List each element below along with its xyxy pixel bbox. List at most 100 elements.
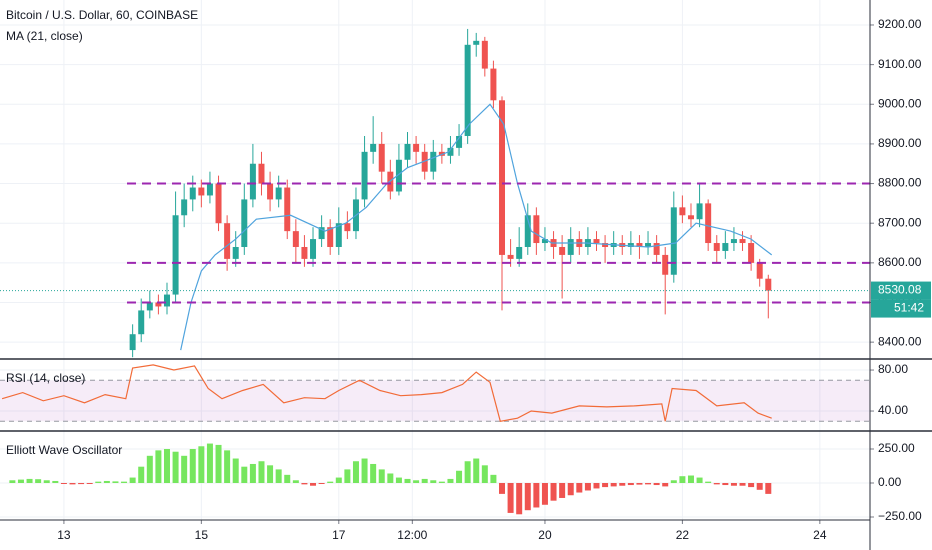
oscillator-bar bbox=[172, 451, 179, 484]
oscillator-bar bbox=[292, 480, 299, 484]
candle-body bbox=[756, 262, 763, 279]
oscillator-bar bbox=[687, 475, 694, 484]
candle-body bbox=[447, 147, 454, 156]
candle-body bbox=[378, 143, 385, 172]
y-tick-label: 9100.00 bbox=[878, 57, 922, 71]
candle-body bbox=[129, 334, 136, 351]
candle-body bbox=[490, 68, 497, 101]
candle-body bbox=[413, 143, 420, 152]
oscillator-bar bbox=[103, 480, 110, 484]
oscillator-bar bbox=[78, 483, 85, 485]
oscillator-bar bbox=[499, 483, 506, 494]
candle-body bbox=[301, 246, 308, 259]
oscillator-bar bbox=[69, 483, 76, 485]
y-tick-label: 80.00 bbox=[878, 362, 908, 376]
oscillator-bar bbox=[730, 483, 737, 486]
candle-body bbox=[481, 40, 488, 69]
rsi-line bbox=[1, 364, 772, 422]
candle-body bbox=[636, 243, 643, 247]
candle-body bbox=[421, 151, 428, 172]
y-tick-label: 250.00 bbox=[878, 441, 915, 455]
candle-body bbox=[722, 243, 729, 251]
oscillator-bar bbox=[138, 466, 145, 484]
oscillator-bar bbox=[404, 478, 411, 484]
oscillator-bar bbox=[310, 483, 317, 486]
candle-body bbox=[541, 239, 548, 244]
candle-body bbox=[713, 243, 720, 251]
oscillator-bar bbox=[516, 483, 523, 515]
candle-body bbox=[730, 239, 737, 244]
candle-body bbox=[370, 143, 377, 152]
oscillator-bar bbox=[301, 483, 308, 485]
oscillator-bar bbox=[421, 478, 428, 484]
oscillator-bar bbox=[473, 458, 480, 484]
candle-body bbox=[430, 151, 437, 172]
oscillator-bar bbox=[206, 443, 213, 484]
candle-body bbox=[267, 183, 274, 200]
oscillator-bar bbox=[413, 480, 420, 484]
oscillator-bar bbox=[344, 469, 351, 484]
x-tick-label: 24 bbox=[813, 528, 827, 542]
oscillator-bar bbox=[713, 483, 720, 485]
candle-body bbox=[215, 183, 222, 224]
oscillator-bar bbox=[662, 483, 669, 487]
candle-body bbox=[499, 100, 506, 255]
oscillator-bar bbox=[670, 480, 677, 484]
candle-body bbox=[670, 207, 677, 275]
moving-average-line bbox=[180, 103, 773, 351]
oscillator-bar bbox=[112, 481, 119, 484]
candle-body bbox=[206, 183, 213, 196]
y-tick-label: 8400.00 bbox=[878, 334, 922, 348]
oscillator-bar bbox=[438, 481, 445, 484]
candle-body bbox=[181, 199, 188, 216]
candle-body bbox=[258, 163, 265, 184]
oscillator-bar bbox=[224, 450, 231, 484]
oscillator-bar bbox=[275, 469, 282, 484]
oscillator-bar bbox=[739, 483, 746, 486]
x-tick-label: 17 bbox=[332, 528, 346, 542]
candle-body bbox=[335, 223, 342, 247]
oscillator-bar bbox=[60, 483, 67, 485]
oscillator-bar bbox=[9, 480, 16, 484]
candle-body bbox=[249, 163, 256, 200]
oscillator-bar bbox=[748, 483, 755, 488]
countdown-label: 51:42 bbox=[894, 301, 924, 315]
oscillator-bar bbox=[95, 481, 102, 484]
candle-body bbox=[739, 239, 746, 244]
rsi-band bbox=[0, 380, 870, 422]
candle-body bbox=[318, 227, 325, 240]
candle-body bbox=[224, 223, 231, 259]
oscillator-bar bbox=[361, 458, 368, 484]
oscillator-bar bbox=[619, 483, 626, 486]
oscillator-bar bbox=[559, 483, 566, 498]
candle-body bbox=[138, 310, 145, 335]
oscillator-bar bbox=[593, 483, 600, 489]
oscillator-bar bbox=[456, 470, 463, 484]
y-tick-label: 9000.00 bbox=[878, 96, 922, 110]
candle-body bbox=[310, 239, 317, 259]
candle-body bbox=[163, 294, 170, 307]
oscillator-bar bbox=[215, 444, 222, 484]
oscillator-bar bbox=[335, 477, 342, 484]
oscillator-bar bbox=[232, 458, 239, 484]
oscillator-bar bbox=[541, 483, 548, 505]
oscillator-bar bbox=[627, 483, 634, 486]
candle-body bbox=[662, 254, 669, 275]
oscillator-bar bbox=[490, 474, 497, 484]
oscillator-bar bbox=[602, 483, 609, 488]
candle-body bbox=[172, 215, 179, 295]
x-tick-label: 12:00 bbox=[397, 528, 427, 542]
legend-entry: MA (21, close) bbox=[6, 29, 83, 43]
y-tick-label: 40.00 bbox=[878, 403, 908, 417]
candle-body bbox=[395, 159, 402, 192]
candle-body bbox=[765, 278, 772, 291]
oscillator-bar bbox=[249, 463, 256, 484]
candle-body bbox=[155, 302, 162, 307]
oscillator-bar bbox=[653, 483, 660, 486]
x-tick-label: 22 bbox=[676, 528, 690, 542]
candle-body bbox=[567, 239, 574, 255]
oscillator-bar bbox=[722, 483, 729, 486]
candle-body bbox=[627, 243, 634, 247]
candle-body bbox=[189, 187, 196, 200]
y-tick-label: 8700.00 bbox=[878, 215, 922, 229]
